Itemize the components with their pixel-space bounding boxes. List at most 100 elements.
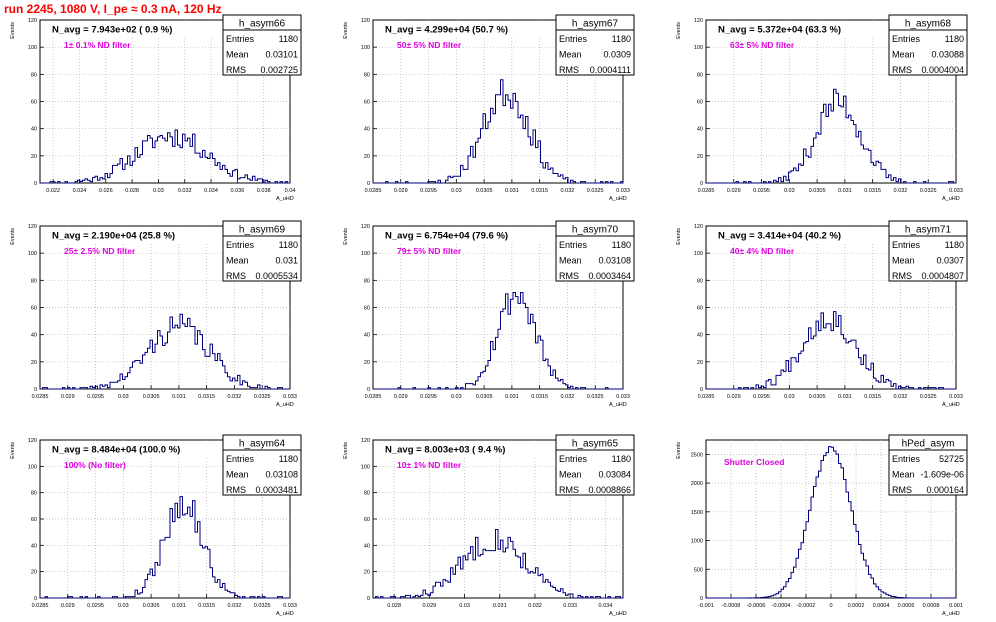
x-tick-label: 0.0285 <box>32 394 49 400</box>
stat-value: 0.002725 <box>260 65 298 75</box>
y-tick-label: 100 <box>361 464 370 470</box>
chart-title: N_avg = 7.943e+02 ( 0.9 %) <box>52 25 172 36</box>
stat-label: Entries <box>226 454 255 464</box>
x-axis-label: A_uHD <box>609 196 627 202</box>
stat-label: Entries <box>559 240 588 250</box>
x-tick-label: 0.0315 <box>531 394 548 400</box>
y-tick-label: 60 <box>364 306 370 312</box>
x-axis-label: A_uHD <box>942 402 960 408</box>
y-axis-label: Events <box>343 22 349 39</box>
x-tick-label: 0.033 <box>616 394 630 400</box>
y-tick-label: 120 <box>361 224 370 230</box>
y-tick-label: 60 <box>697 306 703 312</box>
y-tick-label: 100 <box>694 45 703 51</box>
chart-title: N_avg = 2.190e+04 (25.8 %) <box>52 231 175 242</box>
x-tick-label: 0.03 <box>153 188 164 194</box>
y-tick-label: 20 <box>364 154 370 160</box>
x-tick-label: 0.033 <box>563 603 577 609</box>
stat-label: Mean <box>559 50 582 60</box>
y-tick-label: 2500 <box>691 452 703 458</box>
x-tick-label: 0.031 <box>493 603 507 609</box>
stat-label: RMS <box>892 271 912 281</box>
stats-box <box>888 14 968 76</box>
title-box <box>379 22 551 36</box>
y-tick-label: 20 <box>697 154 703 160</box>
x-tick-label: 0.022 <box>46 188 60 194</box>
x-tick-label: 0.031 <box>505 394 519 400</box>
histogram-line <box>373 79 624 184</box>
x-tick-label: 0.031 <box>172 603 186 609</box>
title-box <box>379 228 551 242</box>
x-tick-label: 0.029 <box>727 188 741 194</box>
annotation-text: 40± 4% ND filter <box>730 246 795 256</box>
y-tick-label: 80 <box>697 278 703 284</box>
y-axis-label: Events <box>676 442 682 459</box>
x-tick-label: 0.0305 <box>476 394 493 400</box>
y-tick-label: 60 <box>31 306 37 312</box>
stat-label: Mean <box>226 256 249 266</box>
chart-title: N_avg = 8.003e+03 ( 9.4 %) <box>385 445 505 456</box>
y-tick-label: 80 <box>31 278 37 284</box>
annotation-text: 10± 1% ND filter <box>397 460 462 470</box>
x-tick-label: 0.029 <box>394 188 408 194</box>
x-tick-label: 0.001 <box>949 603 963 609</box>
x-tick-label: 0.0325 <box>587 188 604 194</box>
stat-label: RMS <box>559 65 579 75</box>
x-axis-label: A_uHD <box>609 611 627 617</box>
x-tick-label: 0.032 <box>894 394 908 400</box>
chart-title: N_avg = 3.414e+04 (40.2 %) <box>718 231 841 242</box>
x-tick-label: 0.0295 <box>87 603 104 609</box>
stat-label: Entries <box>559 34 588 44</box>
x-tick-label: 0.038 <box>257 188 271 194</box>
x-tick-label: -0.0008 <box>722 603 741 609</box>
title-box <box>712 228 884 242</box>
y-tick-label: 120 <box>361 18 370 24</box>
stat-value: -1.609e-06 <box>920 470 964 480</box>
x-tick-label: 0.0305 <box>143 394 160 400</box>
x-tick-label: -0.0004 <box>772 603 791 609</box>
x-tick-label: 0.034 <box>599 603 613 609</box>
x-tick-label: 0.03 <box>118 603 129 609</box>
x-tick-label: 0.032 <box>228 394 242 400</box>
x-axis-label: A_uHD <box>609 402 627 408</box>
y-axis-label: Events <box>343 442 349 459</box>
title-box <box>46 228 218 242</box>
histogram-line <box>706 88 956 184</box>
y-tick-label: 100 <box>28 45 37 51</box>
stat-label: Entries <box>892 454 921 464</box>
annotation-text: 63± 5% ND filter <box>730 40 795 50</box>
x-tick-label: 0.03 <box>784 188 795 194</box>
x-tick-label: 0.0008 <box>923 603 940 609</box>
y-tick-label: 60 <box>364 517 370 523</box>
y-tick-label: 20 <box>31 360 37 366</box>
title-box <box>379 442 551 456</box>
y-tick-label: 20 <box>31 154 37 160</box>
y-tick-label: 40 <box>31 333 37 339</box>
x-tick-label: 0.024 <box>73 188 87 194</box>
stat-label: Mean <box>892 470 915 480</box>
x-tick-label: 0.0285 <box>32 603 49 609</box>
y-tick-label: 0 <box>34 181 37 187</box>
x-tick-label: 0.0325 <box>587 394 604 400</box>
x-tick-label: 0.033 <box>283 603 297 609</box>
stat-value: 0.0004111 <box>590 65 631 75</box>
x-tick-label: 0.029 <box>61 394 75 400</box>
x-tick-label: 0.0006 <box>898 603 915 609</box>
x-tick-label: 0.0315 <box>531 188 548 194</box>
histogram-name: hPed_asym <box>902 439 955 450</box>
y-tick-label: 60 <box>31 100 37 106</box>
x-tick-label: 0.03 <box>784 394 795 400</box>
stat-value: 1180 <box>945 34 964 44</box>
y-tick-label: 80 <box>364 72 370 78</box>
y-tick-label: 100 <box>694 251 703 257</box>
x-tick-label: 0.0285 <box>365 394 382 400</box>
x-tick-label: 0.03 <box>118 394 129 400</box>
x-tick-label: 0.03 <box>459 603 470 609</box>
y-axis-label: Events <box>10 22 16 39</box>
x-tick-label: 0.033 <box>616 188 630 194</box>
x-tick-label: -0.0002 <box>797 603 816 609</box>
stat-label: RMS <box>226 65 246 75</box>
chart-title: N_avg = 8.484e+04 (100.0 %) <box>52 445 180 456</box>
y-tick-label: 20 <box>697 360 703 366</box>
annotation-text: 25± 2.5% ND filter <box>64 246 136 256</box>
